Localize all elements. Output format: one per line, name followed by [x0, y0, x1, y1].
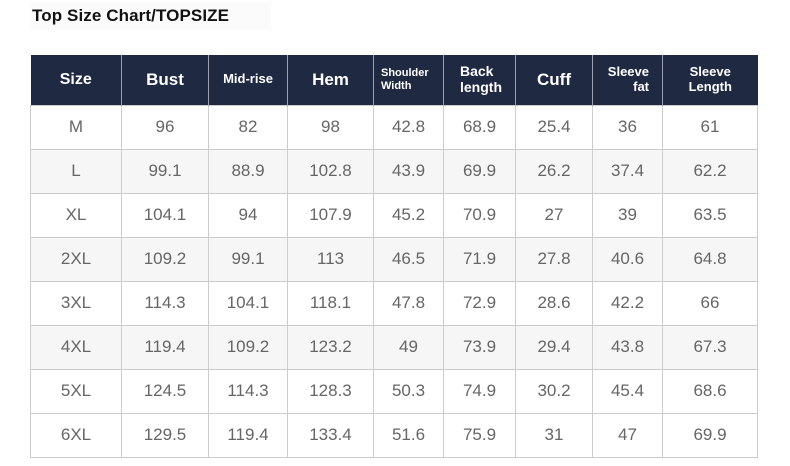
value-cell: 42.2 — [592, 280, 663, 326]
value-cell: 49 — [373, 324, 444, 370]
value-cell: 123.2 — [287, 324, 374, 370]
value-cell: 69.9 — [662, 412, 758, 458]
page-title: Top Size Chart/TOPSIZE — [30, 2, 272, 30]
column-header-sleeve-length: Sleeve Length — [662, 55, 758, 105]
size-chart-table: Size Bust Mid-rise Hem Shoulder Width Back le… — [30, 55, 758, 458]
value-cell: 133.4 — [287, 412, 374, 458]
value-cell: 43.8 — [592, 324, 663, 370]
value-cell: 94 — [208, 192, 288, 238]
value-cell: 119.4 — [121, 324, 209, 370]
size-cell: XL — [30, 192, 122, 238]
value-cell: 129.5 — [121, 412, 209, 458]
value-cell: 73.9 — [443, 324, 516, 370]
value-cell: 66 — [662, 280, 758, 326]
size-cell: 3XL — [30, 280, 122, 326]
value-cell: 45.4 — [592, 368, 663, 414]
value-cell: 27.8 — [515, 236, 593, 282]
value-cell: 113 — [287, 236, 374, 282]
value-cell: 36 — [592, 104, 663, 150]
value-cell: 29.4 — [515, 324, 593, 370]
table-row-3xl: 3XL 114.3 104.1 118.1 47.8 72.9 28.6 42.2 66 — [30, 280, 758, 326]
value-cell: 40.6 — [592, 236, 663, 282]
value-cell: 75.9 — [443, 412, 516, 458]
value-cell: 42.8 — [373, 104, 444, 150]
value-cell: 107.9 — [287, 192, 374, 238]
value-cell: 46.5 — [373, 236, 444, 282]
table-row-6xl: 6XL 129.5 119.4 133.4 51.6 75.9 31 47 69.9 — [30, 412, 758, 458]
table-row-l: L 99.1 88.9 102.8 43.9 69.9 26.2 37.4 62.2 — [30, 148, 758, 194]
value-cell: 37.4 — [592, 148, 663, 194]
size-cell: M — [30, 104, 122, 150]
value-cell: 26.2 — [515, 148, 593, 194]
value-cell: 47 — [592, 412, 663, 458]
value-cell: 114.3 — [208, 368, 288, 414]
value-cell: 61 — [662, 104, 758, 150]
value-cell: 96 — [121, 104, 209, 150]
value-cell: 45.2 — [373, 192, 444, 238]
value-cell: 88.9 — [208, 148, 288, 194]
column-header-size: Size — [59, 70, 92, 88]
value-cell: 63.5 — [662, 192, 758, 238]
value-cell: 68.9 — [443, 104, 516, 150]
table-row-4xl: 4XL 119.4 109.2 123.2 49 73.9 29.4 43.8 67.3 — [30, 324, 758, 370]
value-cell: 114.3 — [121, 280, 209, 326]
value-cell: 71.9 — [443, 236, 516, 282]
value-cell: 28.6 — [515, 280, 593, 326]
header-row: Size Bust Mid-rise Hem Shoulder Width Back le… — [30, 55, 758, 105]
value-cell: 128.3 — [287, 368, 374, 414]
value-cell: 124.5 — [121, 368, 209, 414]
value-cell: 68.6 — [662, 368, 758, 414]
value-cell: 98 — [287, 104, 374, 150]
value-cell: 69.9 — [443, 148, 516, 194]
value-cell: 67.3 — [662, 324, 758, 370]
size-cell: 6XL — [30, 412, 122, 458]
value-cell: 72.9 — [443, 280, 516, 326]
column-header-mid-rise: Mid-rise — [208, 55, 288, 105]
value-cell: 27 — [515, 192, 593, 238]
column-header-bust: Bust — [121, 55, 209, 105]
size-cell: 5XL — [30, 368, 122, 414]
value-cell: 104.1 — [208, 280, 288, 326]
table-row-2xl: 2XL 109.2 99.1 113 46.5 71.9 27.8 40.6 64.8 — [30, 236, 758, 282]
column-header-back-length: Back length — [443, 55, 516, 105]
size-cell: L — [30, 148, 122, 194]
value-cell: 47.8 — [373, 280, 444, 326]
table-row-m: M 96 82 98 42.8 68.9 25.4 36 61 — [30, 104, 758, 150]
value-cell: 119.4 — [208, 412, 288, 458]
value-cell: 109.2 — [208, 324, 288, 370]
table-row-5xl: 5XL 124.5 114.3 128.3 50.3 74.9 30.2 45.4 68.6 — [30, 368, 758, 414]
value-cell: 30.2 — [515, 368, 593, 414]
column-header-cuff: Cuff — [515, 55, 593, 105]
column-header-hem: Hem — [287, 55, 374, 105]
value-cell: 99.1 — [121, 148, 209, 194]
value-cell: 51.6 — [373, 412, 444, 458]
size-chart-container: Size Bust Mid-rise Hem Shoulder Width Back le… — [30, 55, 758, 458]
value-cell: 104.1 — [121, 192, 209, 238]
value-cell: 39 — [592, 192, 663, 238]
value-cell: 31 — [515, 412, 593, 458]
value-cell: 82 — [208, 104, 288, 150]
table-row-xl: XL 104.1 94 107.9 45.2 70.9 27 39 63.5 — [30, 192, 758, 238]
value-cell: 43.9 — [373, 148, 444, 194]
value-cell: 25.4 — [515, 104, 593, 150]
value-cell: 99.1 — [208, 236, 288, 282]
column-header-shoulder-width: Shoulder Width — [373, 55, 444, 105]
size-cell: 4XL — [30, 324, 122, 370]
column-header-sleeve-fat: Sleeve fat — [592, 55, 663, 105]
value-cell: 74.9 — [443, 368, 516, 414]
value-cell: 64.8 — [662, 236, 758, 282]
value-cell: 70.9 — [443, 192, 516, 238]
value-cell: 118.1 — [287, 280, 374, 326]
size-cell: 2XL — [30, 236, 122, 282]
value-cell: 109.2 — [121, 236, 209, 282]
value-cell: 102.8 — [287, 148, 374, 194]
value-cell: 62.2 — [662, 148, 758, 194]
value-cell: 50.3 — [373, 368, 444, 414]
